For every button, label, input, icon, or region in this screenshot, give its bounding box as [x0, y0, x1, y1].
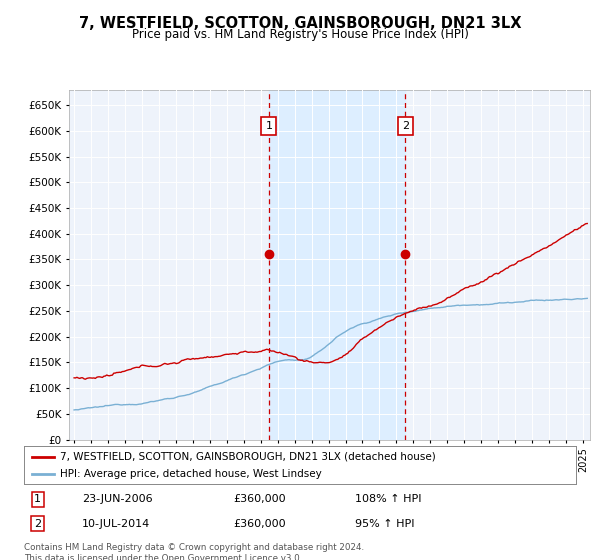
Text: 108% ↑ HPI: 108% ↑ HPI	[355, 494, 422, 505]
Text: Price paid vs. HM Land Registry's House Price Index (HPI): Price paid vs. HM Land Registry's House …	[131, 28, 469, 41]
Text: HPI: Average price, detached house, West Lindsey: HPI: Average price, detached house, West…	[60, 469, 322, 479]
Text: 1: 1	[34, 494, 41, 505]
Text: 95% ↑ HPI: 95% ↑ HPI	[355, 519, 415, 529]
Text: 1: 1	[265, 120, 272, 130]
Text: £360,000: £360,000	[234, 519, 286, 529]
Text: 2: 2	[402, 120, 409, 130]
Text: 23-JUN-2006: 23-JUN-2006	[82, 494, 152, 505]
Text: 10-JUL-2014: 10-JUL-2014	[82, 519, 150, 529]
Text: £360,000: £360,000	[234, 494, 286, 505]
Text: 2: 2	[34, 519, 41, 529]
Text: Contains HM Land Registry data © Crown copyright and database right 2024.
This d: Contains HM Land Registry data © Crown c…	[24, 543, 364, 560]
Text: 7, WESTFIELD, SCOTTON, GAINSBOROUGH, DN21 3LX: 7, WESTFIELD, SCOTTON, GAINSBOROUGH, DN2…	[79, 16, 521, 31]
Bar	[269, 90, 406, 440]
Text: 7, WESTFIELD, SCOTTON, GAINSBOROUGH, DN21 3LX (detached house): 7, WESTFIELD, SCOTTON, GAINSBOROUGH, DN2…	[60, 451, 436, 461]
